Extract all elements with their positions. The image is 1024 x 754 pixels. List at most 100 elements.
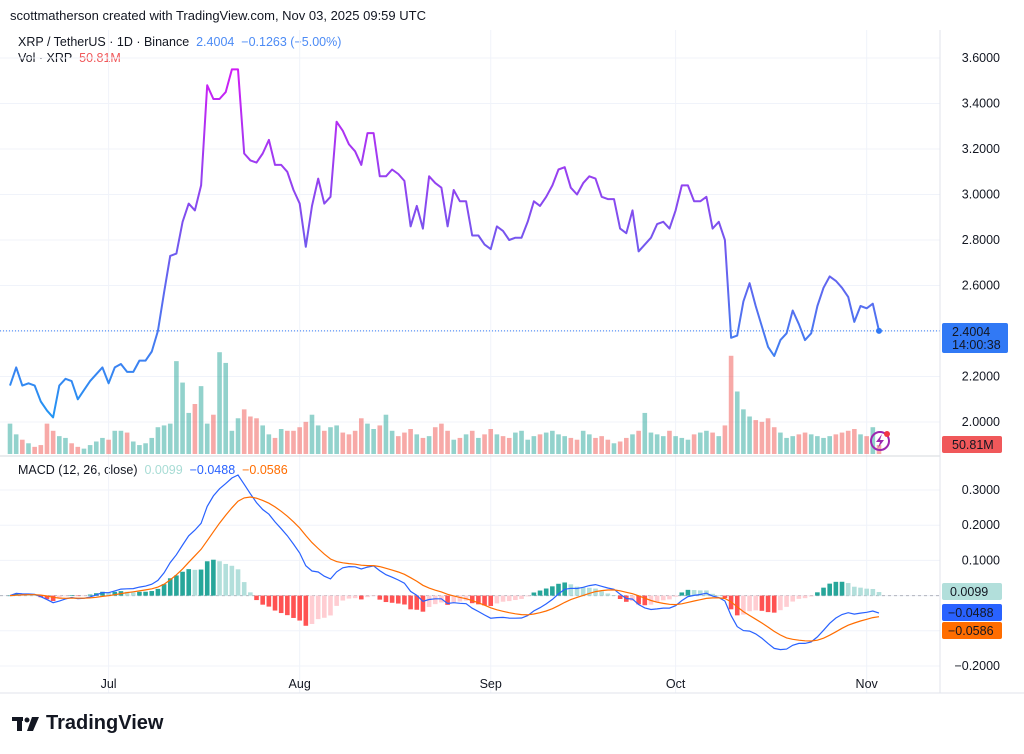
macd-histogram-bar (32, 595, 37, 596)
time-tick-label: Oct (666, 677, 686, 691)
volume-bar (599, 436, 604, 454)
volume-bar (395, 436, 401, 454)
macd-line (9, 474, 880, 651)
macd-histogram-bar (574, 586, 580, 596)
volume-bar (722, 425, 728, 454)
macd-histogram-bar (870, 588, 876, 596)
macd-histogram-bar (494, 595, 500, 604)
macd-signal-box-value: −0.0586 (948, 624, 994, 638)
volume-bar (408, 429, 413, 454)
macd-histogram-bar (7, 595, 13, 597)
volume-bar (315, 425, 321, 454)
volume-bar (630, 434, 635, 454)
macd-histogram-bar (784, 595, 789, 607)
volume-bar (278, 429, 284, 454)
macd-histogram-bar (402, 595, 407, 605)
macd-histogram-bar (81, 595, 87, 597)
volume-bar (420, 437, 426, 454)
volume-bar (574, 439, 580, 454)
volume-bar (266, 434, 272, 454)
price-box-price: 2.4004 (952, 325, 990, 339)
volume-bar (204, 423, 210, 454)
volume-bar (734, 391, 740, 454)
volume-bar (297, 427, 302, 454)
macd-histogram-bar (821, 587, 826, 596)
tradingview-logo[interactable]: TradingView (12, 712, 163, 735)
volume-bar (285, 430, 290, 454)
macd-histogram-bar (679, 592, 685, 596)
volume-bar (334, 425, 339, 454)
macd-histogram-bar (605, 593, 611, 596)
macd-histogram-bar (482, 595, 487, 606)
macd-histogram-bar (303, 595, 309, 626)
macd-histogram-bar (285, 595, 290, 616)
macd-histogram-bar (161, 584, 167, 596)
volume-bar (186, 412, 192, 454)
volume-bar (747, 416, 752, 454)
macd-tick-label: 0.2000 (962, 518, 1000, 532)
macd-histogram-bar (802, 595, 808, 599)
volume-bar (697, 432, 703, 454)
macd-histogram-bar (106, 592, 111, 596)
macd-histogram-bar (174, 575, 179, 596)
macd-hist-value: 0.0099 (144, 463, 183, 477)
macd-histogram-bar (180, 571, 185, 596)
macd-histogram-bar (710, 593, 715, 596)
volume-bar (371, 429, 376, 454)
volume-bar (759, 421, 765, 454)
macd-histogram-bar (328, 595, 333, 616)
macd-histogram-bar (587, 587, 592, 596)
macd-histogram-bar (192, 569, 198, 596)
macd-histogram-bar (149, 591, 155, 596)
macd-histogram-bar (876, 592, 882, 596)
macd-histogram-bar (100, 591, 105, 596)
credit-line: scottmatherson created with TradingView.… (10, 8, 426, 23)
volume-bar (617, 441, 623, 454)
macd-histogram-bar (365, 595, 370, 598)
macd-line-value: −0.0488 (189, 463, 236, 477)
volume-bar (161, 425, 167, 454)
volume-bar (864, 436, 869, 454)
volume-bar (63, 437, 68, 454)
volume-bar (648, 432, 654, 454)
volume-bar (611, 443, 617, 454)
volume-bar (457, 437, 463, 454)
macd-histogram-bar (198, 569, 204, 596)
macd-histogram-bar (272, 595, 278, 611)
volume-bar (346, 434, 352, 454)
volume-box (942, 436, 1002, 453)
volume-bar (679, 437, 685, 454)
macd-histogram-bar (833, 581, 839, 596)
macd-histogram-bar (334, 595, 339, 606)
macd-histogram-bar (642, 595, 648, 606)
volume-bar (389, 430, 395, 454)
macd-histogram-bar (741, 595, 746, 615)
macd-histogram-bar (599, 591, 604, 596)
macd-histogram-bar (808, 595, 814, 597)
volume-bar (291, 430, 296, 454)
macd-histogram-bar (852, 586, 857, 596)
lightning-alert-icon[interactable] (870, 431, 890, 451)
volume-bar (106, 439, 111, 454)
macd-histogram-bar (383, 595, 389, 603)
macd-histogram-bar (654, 595, 660, 603)
macd-histogram-bar (513, 595, 518, 601)
price-tick-label: 2.6000 (962, 279, 1000, 293)
macd-histogram-bar (556, 583, 561, 596)
macd-histogram-bar (469, 595, 475, 604)
price-box (942, 323, 1008, 353)
macd-histogram-bar (408, 595, 413, 610)
volume-bar (352, 430, 358, 454)
symbol-title[interactable]: XRP / TetherUS · 1D · Binance (18, 35, 190, 49)
macd-histogram-bar (241, 582, 247, 596)
macd-histogram-bar (112, 591, 118, 596)
volume-bar (476, 437, 481, 454)
price-change: −0.1263 (−5.00%) (241, 35, 342, 49)
macd-histogram-bar (506, 595, 512, 602)
volume-bar (550, 430, 555, 454)
volume-bar (660, 436, 666, 454)
macd-title[interactable]: MACD (12, 26, close) (18, 463, 138, 477)
volume-bar (7, 423, 13, 454)
volume-bar (248, 416, 253, 454)
